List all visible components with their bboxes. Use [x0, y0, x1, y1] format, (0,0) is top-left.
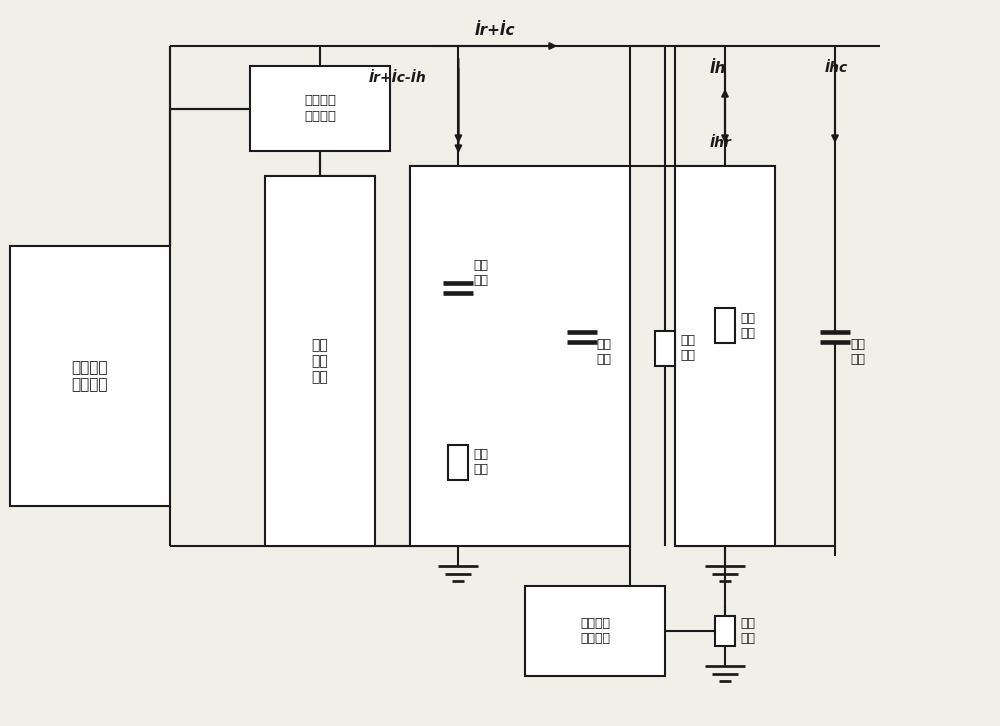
Text: 第二
电阻: 第二 电阻 — [680, 335, 695, 362]
Bar — [10, 246, 170, 506]
Bar — [250, 66, 390, 151]
Text: İhc: İhc — [825, 61, 848, 75]
Bar — [715, 616, 735, 646]
Bar — [675, 166, 775, 546]
Bar — [525, 586, 665, 676]
Text: İr+İc: İr+İc — [475, 23, 515, 38]
Text: 介质损耗
控制单元: 介质损耗 控制单元 — [580, 617, 610, 645]
Bar — [265, 176, 375, 546]
Text: 第三
电容: 第三 电容 — [850, 338, 865, 366]
Text: 高压
标准
电容: 高压 标准 电容 — [312, 338, 328, 384]
Bar — [655, 331, 675, 366]
Text: 介质损耗
测量单元: 介质损耗 测量单元 — [304, 94, 336, 123]
Bar — [715, 308, 735, 343]
Bar — [448, 445, 468, 480]
Text: 高压串联
谐振单元: 高压串联 谐振单元 — [72, 360, 108, 392]
Text: İhr: İhr — [710, 136, 732, 150]
Text: 第二
电容: 第二 电容 — [597, 338, 612, 366]
Text: 第一
电容: 第一 电容 — [473, 258, 488, 287]
Text: İh: İh — [710, 61, 726, 76]
Text: 第一
电阻: 第一 电阻 — [473, 449, 488, 476]
Text: İr+İc-İh: İr+İc-İh — [368, 71, 426, 85]
Bar — [410, 166, 630, 546]
Text: 对地
电阻: 对地 电阻 — [740, 617, 755, 645]
Text: 第三
电阻: 第三 电阻 — [740, 311, 755, 340]
